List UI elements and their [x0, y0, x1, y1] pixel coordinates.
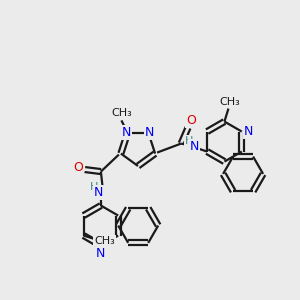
Text: CH₃: CH₃: [111, 108, 132, 118]
Text: N: N: [96, 247, 106, 260]
Text: O: O: [186, 114, 196, 127]
Text: N: N: [94, 186, 104, 199]
Text: CH₃: CH₃: [219, 97, 240, 106]
Text: H: H: [90, 182, 98, 192]
Text: N: N: [244, 125, 254, 138]
Text: N: N: [189, 140, 199, 153]
Text: N: N: [145, 126, 154, 139]
Text: CH₃: CH₃: [94, 236, 115, 246]
Text: H: H: [185, 136, 193, 146]
Text: N: N: [122, 126, 131, 139]
Text: O: O: [73, 161, 83, 174]
